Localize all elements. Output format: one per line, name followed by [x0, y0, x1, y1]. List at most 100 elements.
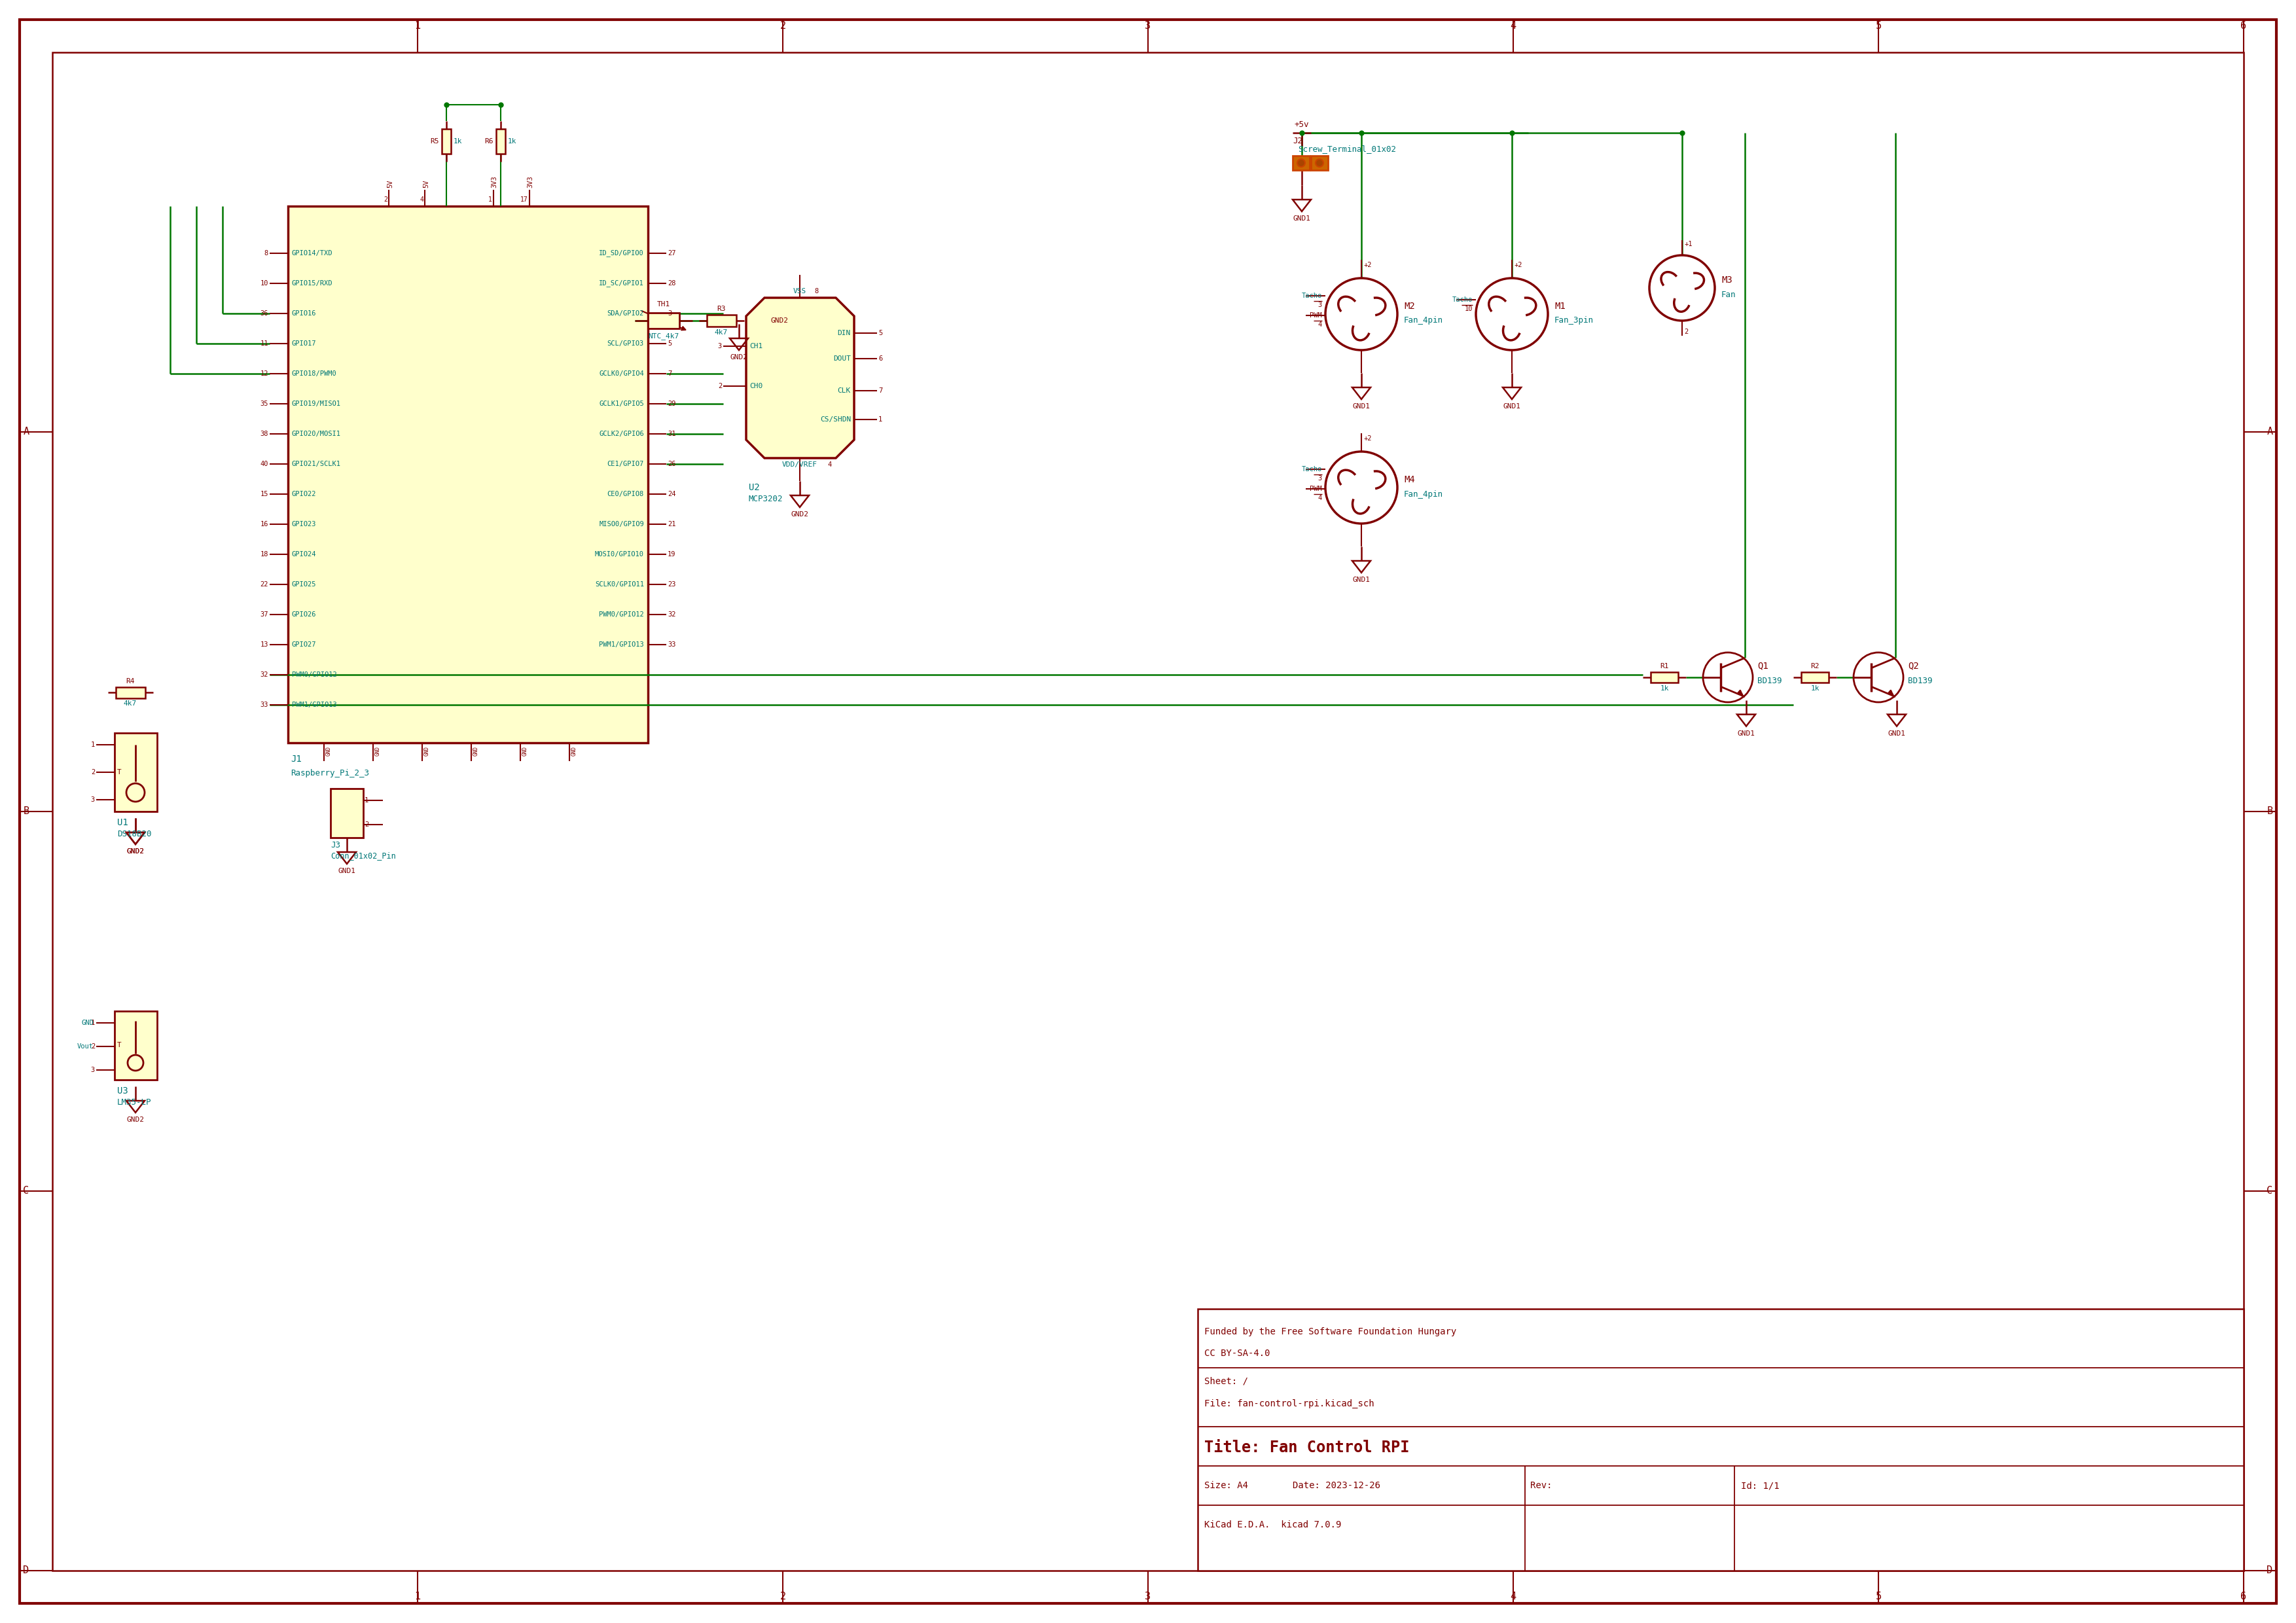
Text: 33: 33 [668, 641, 675, 648]
Text: CE0/GPIO8: CE0/GPIO8 [606, 490, 645, 497]
Text: 5: 5 [879, 329, 882, 336]
Text: 5: 5 [1876, 1592, 1880, 1602]
Text: 23: 23 [668, 581, 675, 588]
Text: 2: 2 [365, 821, 370, 828]
Text: 2: 2 [781, 1592, 785, 1602]
Text: Fan_4pin: Fan_4pin [1403, 490, 1444, 498]
Text: 18: 18 [259, 552, 269, 558]
Text: 26: 26 [668, 461, 675, 467]
Text: 1k: 1k [507, 138, 517, 144]
Text: SCLK0/GPIO11: SCLK0/GPIO11 [595, 581, 645, 588]
Text: ID_SD/GPIO0: ID_SD/GPIO0 [599, 250, 645, 256]
Text: GPIO18/PWM0: GPIO18/PWM0 [292, 370, 338, 377]
Text: Raspberry_Pi_2_3: Raspberry_Pi_2_3 [292, 769, 370, 777]
Text: GND2: GND2 [771, 318, 788, 325]
Text: VSS: VSS [792, 287, 806, 294]
Bar [496, 128, 505, 154]
Text: B: B [2266, 807, 2273, 816]
Text: BD139: BD139 [1756, 677, 1782, 685]
Text: CS/SHDN: CS/SHDN [820, 417, 852, 424]
Text: Fan_3pin: Fan_3pin [1554, 316, 1593, 325]
Text: U2: U2 [748, 484, 760, 492]
Text: J2: J2 [1293, 136, 1302, 146]
Text: 4k7: 4k7 [714, 329, 728, 336]
Text: GCLK0/GPIO4: GCLK0/GPIO4 [599, 370, 645, 377]
Text: 3V3: 3V3 [491, 175, 498, 188]
Text: GPIO14/TXD: GPIO14/TXD [292, 250, 333, 256]
Text: GND: GND [80, 1019, 94, 1026]
Circle shape [1316, 159, 1322, 167]
Bar [331, 789, 363, 837]
Text: CLK: CLK [838, 388, 852, 394]
Text: 5: 5 [668, 341, 673, 347]
Text: 28: 28 [668, 281, 675, 287]
Bar [287, 206, 647, 743]
Text: 2: 2 [92, 769, 94, 776]
Text: 13: 13 [259, 641, 269, 648]
Text: 6: 6 [2241, 1592, 2245, 1602]
Text: Screw_Terminal_01x02: Screw_Terminal_01x02 [1297, 144, 1396, 153]
Text: 3: 3 [92, 797, 94, 803]
Text: C: C [2266, 1186, 2273, 1196]
Text: GND1: GND1 [1504, 403, 1520, 409]
Text: 2: 2 [1683, 328, 1688, 334]
Text: GPIO21/SCLK1: GPIO21/SCLK1 [292, 461, 342, 467]
Text: 10: 10 [1465, 305, 1472, 312]
Text: GPIO27: GPIO27 [292, 641, 317, 648]
Text: +5v: +5v [1295, 120, 1309, 128]
Text: 1: 1 [416, 21, 420, 31]
Text: Q2: Q2 [1908, 661, 1919, 670]
Text: GND2: GND2 [126, 849, 145, 855]
Bar [707, 315, 737, 326]
Text: GPIO20/MOSI1: GPIO20/MOSI1 [292, 430, 342, 437]
Text: 2: 2 [383, 196, 388, 203]
Text: 3: 3 [668, 310, 673, 316]
Text: GND2: GND2 [126, 1117, 145, 1123]
Text: GND1: GND1 [1293, 216, 1311, 222]
Text: GPIO26: GPIO26 [292, 612, 317, 618]
Text: Rev:: Rev: [1529, 1480, 1552, 1490]
Text: 36: 36 [259, 310, 269, 316]
Text: Fan: Fan [1722, 291, 1736, 299]
Text: 32: 32 [668, 612, 675, 618]
Text: 22: 22 [259, 581, 269, 588]
Text: 3: 3 [92, 1066, 94, 1073]
Text: 3: 3 [1318, 476, 1322, 482]
Text: Size: A4: Size: A4 [1205, 1480, 1249, 1490]
Bar [1800, 672, 1828, 683]
Text: MOSI0/GPIO10: MOSI0/GPIO10 [595, 552, 645, 558]
Text: 4: 4 [420, 196, 422, 203]
Text: GND1: GND1 [1738, 730, 1754, 737]
Text: 35: 35 [259, 401, 269, 407]
Text: 1: 1 [489, 196, 491, 203]
Bar [441, 128, 450, 154]
Text: D: D [23, 1566, 30, 1576]
Text: 15: 15 [259, 490, 269, 497]
Text: 1: 1 [92, 742, 94, 748]
Text: BD139: BD139 [1908, 677, 1933, 685]
Text: DIN: DIN [838, 329, 852, 336]
Text: GND: GND [374, 747, 381, 756]
Text: PWM: PWM [1309, 485, 1322, 492]
Text: +2: +2 [1364, 435, 1371, 441]
Text: 1k: 1k [1660, 685, 1669, 691]
Text: 24: 24 [668, 490, 675, 497]
Text: GPIO23: GPIO23 [292, 521, 317, 527]
Text: 12: 12 [259, 370, 269, 377]
Text: 2: 2 [781, 21, 785, 31]
Text: GND2: GND2 [730, 354, 748, 360]
Text: 3: 3 [719, 342, 721, 349]
Text: PWM0/GPIO12: PWM0/GPIO12 [292, 672, 338, 678]
Bar [1651, 672, 1678, 683]
Text: 2: 2 [719, 383, 721, 390]
Polygon shape [746, 297, 854, 458]
Text: 2: 2 [92, 1044, 94, 1050]
Text: +2: +2 [1364, 261, 1371, 268]
Text: GND1: GND1 [1352, 576, 1371, 583]
Text: 4: 4 [1511, 21, 1515, 31]
Text: Tacho: Tacho [1451, 297, 1472, 304]
Bar [1199, 1308, 2243, 1571]
Text: Fan_4pin: Fan_4pin [1403, 316, 1444, 325]
Text: D: D [2266, 1566, 2273, 1576]
Text: R4: R4 [126, 678, 135, 685]
